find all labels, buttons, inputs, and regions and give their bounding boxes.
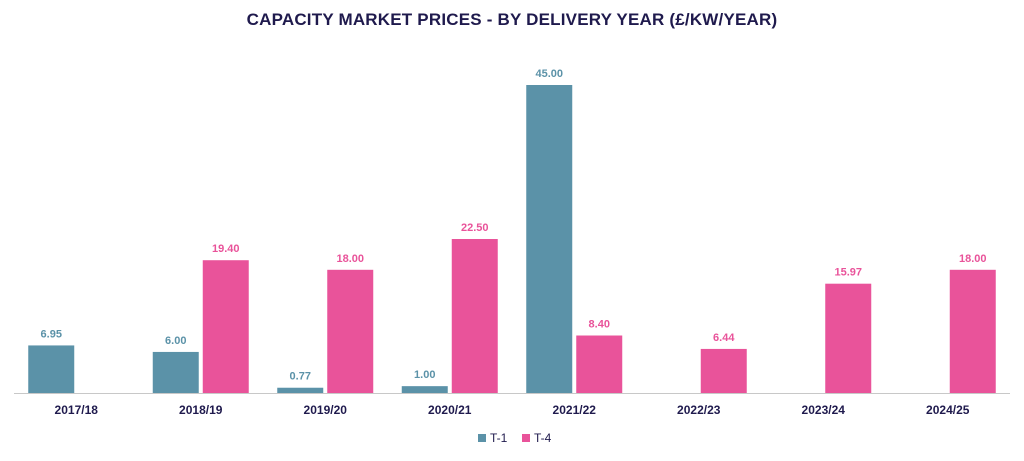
x-tick-label: 2019/20 bbox=[304, 403, 348, 417]
x-tick-label: 2018/19 bbox=[179, 403, 223, 417]
bar-t4-2021-22 bbox=[576, 335, 623, 393]
legend-swatch-t4 bbox=[522, 434, 530, 442]
bar-t4-2022-23 bbox=[700, 348, 747, 393]
bar-t4-2018-19 bbox=[202, 260, 249, 393]
x-tick-label: 2024/25 bbox=[926, 403, 970, 417]
legend-swatch-t1 bbox=[478, 434, 486, 442]
data-label: 0.77 bbox=[290, 371, 311, 383]
bar-t1-2020-21 bbox=[401, 386, 448, 393]
bar-t4-2020-21 bbox=[451, 239, 498, 393]
data-label: 6.95 bbox=[41, 328, 62, 340]
x-tick-label: 2017/18 bbox=[55, 403, 99, 417]
data-label: 15.97 bbox=[834, 267, 862, 279]
bar-t4-2019-20 bbox=[327, 269, 374, 393]
x-tick-label: 2020/21 bbox=[428, 403, 472, 417]
data-label: 18.00 bbox=[959, 253, 987, 265]
bar-t4-2023-24 bbox=[825, 283, 872, 393]
data-label: 45.00 bbox=[535, 68, 563, 80]
data-label: 8.40 bbox=[589, 319, 610, 331]
bar-t1-2021-22 bbox=[526, 85, 573, 393]
data-label: 18.00 bbox=[336, 253, 364, 265]
bar-t1-2017-18 bbox=[28, 345, 75, 393]
chart-title: CAPACITY MARKET PRICES - BY DELIVERY YEA… bbox=[246, 10, 778, 29]
legend-label-t4: T-4 bbox=[534, 431, 552, 445]
data-label: 22.50 bbox=[461, 222, 489, 234]
data-label: 19.40 bbox=[212, 243, 240, 255]
bar-t4-2024-25 bbox=[949, 269, 996, 393]
x-tick-label: 2021/22 bbox=[553, 403, 597, 417]
data-label: 6.44 bbox=[713, 332, 735, 344]
legend-label-t1: T-1 bbox=[490, 431, 508, 445]
bar-t1-2019-20 bbox=[277, 387, 324, 393]
x-tick-label: 2022/23 bbox=[677, 403, 721, 417]
bar-t1-2018-19 bbox=[152, 351, 199, 393]
x-tick-label: 2023/24 bbox=[802, 403, 846, 417]
data-label: 1.00 bbox=[414, 369, 435, 381]
data-label: 6.00 bbox=[165, 335, 186, 347]
